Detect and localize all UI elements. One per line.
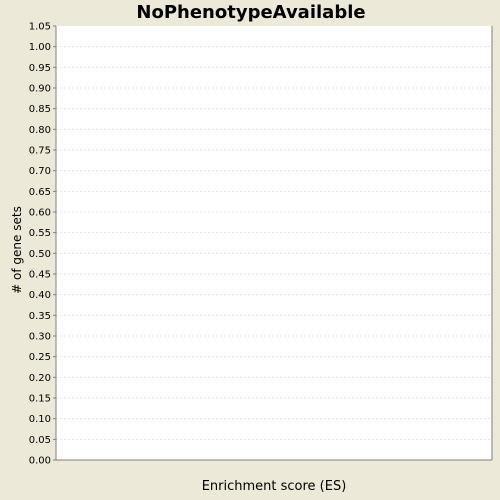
y-ticks: 0.00 0.05 0.10 0.15 0.20 0.25 0.30 0.35 0.40 0.45…	[29, 22, 56, 467]
y-tick-label: 0.95	[29, 63, 51, 74]
y-tick-label: 0.90	[29, 84, 51, 95]
gridlines	[56, 46, 492, 440]
y-tick-label: 0.60	[29, 208, 51, 219]
y-tick-label: 0.45	[29, 270, 51, 281]
y-tick-label: 0.25	[29, 352, 51, 363]
plot-area	[56, 26, 492, 460]
y-tick-label: 0.00	[29, 456, 51, 467]
y-tick-label: 0.75	[29, 146, 51, 157]
y-tick-label: 0.85	[29, 104, 51, 115]
y-tick-label: 1.00	[29, 42, 51, 53]
y-tick-label: 1.05	[29, 22, 51, 33]
y-tick-label: 0.55	[29, 228, 51, 239]
y-tick-label: 0.30	[29, 332, 51, 343]
y-tick-label: 0.50	[29, 249, 51, 260]
x-axis-label: Enrichment score (ES)	[202, 479, 347, 494]
y-tick-label: 0.80	[29, 125, 51, 136]
y-tick-label: 0.40	[29, 290, 51, 301]
y-axis-label: # of gene sets	[10, 206, 24, 294]
y-tick-label: 0.20	[29, 373, 51, 384]
chart-title: NoPhenotypeAvailable	[136, 2, 365, 23]
y-tick-label: 0.05	[29, 435, 51, 446]
y-tick-label: 0.70	[29, 166, 51, 177]
y-tick-label: 0.10	[29, 414, 51, 425]
y-tick-label: 0.15	[29, 394, 51, 405]
y-tick-label: 0.35	[29, 311, 51, 322]
y-tick-label: 0.65	[29, 187, 51, 198]
